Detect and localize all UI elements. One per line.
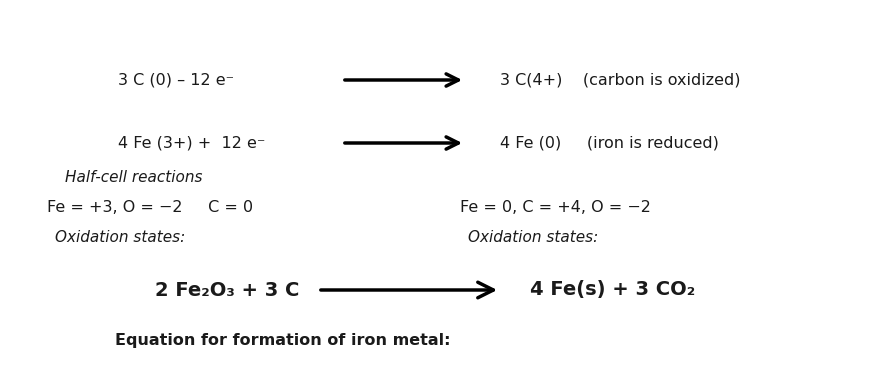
Text: Oxidation states:: Oxidation states: bbox=[55, 230, 185, 244]
Text: Half-cell reactions: Half-cell reactions bbox=[65, 170, 203, 185]
Text: Fe = +3, O = −2     C = 0: Fe = +3, O = −2 C = 0 bbox=[47, 201, 253, 216]
Text: 2 Fe₂O₃ + 3 C: 2 Fe₂O₃ + 3 C bbox=[155, 280, 300, 300]
Text: Equation for formation of iron metal:: Equation for formation of iron metal: bbox=[115, 333, 450, 347]
Text: 3 C (0) – 12 e⁻: 3 C (0) – 12 e⁻ bbox=[118, 72, 234, 88]
Text: 3 C(4+)    (carbon is oxidized): 3 C(4+) (carbon is oxidized) bbox=[500, 72, 740, 88]
Text: Fe = 0, C = +4, O = −2: Fe = 0, C = +4, O = −2 bbox=[460, 201, 651, 216]
Text: 4 Fe (3+) +  12 e⁻: 4 Fe (3+) + 12 e⁻ bbox=[118, 135, 266, 151]
Text: Oxidation states:: Oxidation states: bbox=[468, 230, 598, 244]
Text: 4 Fe (0)     (iron is reduced): 4 Fe (0) (iron is reduced) bbox=[500, 135, 719, 151]
Text: 4 Fe(s) + 3 CO₂: 4 Fe(s) + 3 CO₂ bbox=[530, 280, 695, 300]
